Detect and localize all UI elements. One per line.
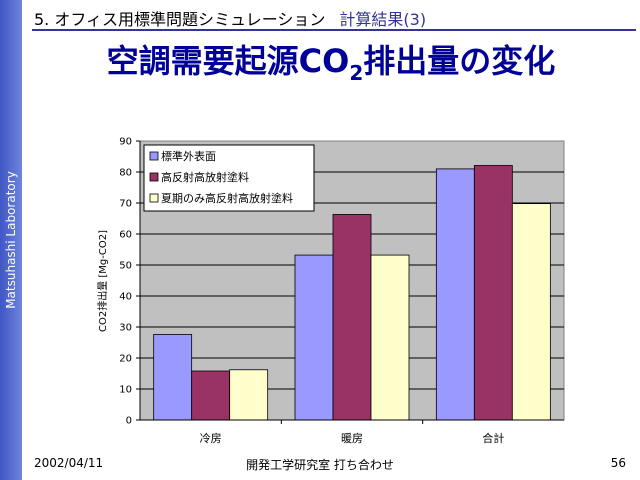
bar-1-2: [294, 254, 334, 421]
y-tick-label: 80: [119, 168, 132, 179]
y-tick-label: 20: [119, 354, 132, 365]
y-tick-label: 50: [119, 261, 132, 272]
legend-label: 高反射高放射塗料: [161, 170, 249, 184]
header-subtitle: 計算結果(3): [339, 10, 427, 29]
slide-title-main: 空調需要起源CO: [106, 42, 350, 80]
legend-swatch: [149, 172, 159, 182]
x-tick-label: 暖房: [341, 432, 363, 445]
bar-2-2: [332, 214, 372, 421]
legend-swatch: [149, 193, 159, 203]
footer-date: 2002/04/11: [34, 456, 104, 470]
legend-label: 夏期のみ高反射高放射塗料: [161, 191, 293, 205]
slide-title-rest: 排出量の変化: [363, 42, 556, 80]
header-divider: [32, 29, 636, 31]
slide-title: 空調需要起源CO2排出量の変化: [22, 36, 640, 85]
legend-swatch: [149, 151, 159, 161]
bar-3-3: [511, 203, 551, 421]
slide-header: 5. オフィス用標準問題シミュレーション 計算結果(3): [34, 6, 634, 29]
y-tick-label: 40: [119, 292, 132, 303]
bar-3-2: [370, 254, 410, 421]
y-tick-label: 90: [119, 137, 132, 148]
bar-1-3: [435, 168, 475, 421]
x-tick-label: 冷房: [200, 432, 222, 445]
footer-meeting-title: 開発工学研究室 打ち合わせ: [246, 458, 394, 472]
header-title: 5. オフィス用標準問題シミュレーション: [34, 10, 326, 29]
bar-2-3: [473, 165, 513, 421]
bar-2-1: [191, 370, 231, 421]
y-tick-label: 30: [119, 323, 132, 334]
y-tick-label: 60: [119, 230, 132, 241]
page-number: 56: [610, 456, 626, 470]
y-tick-label: 0: [126, 416, 132, 427]
slide-title-subscript: 2: [349, 61, 364, 85]
sidebar: Matsuhashi Laboratory: [0, 0, 22, 480]
x-tick-label: 合計: [482, 431, 504, 445]
legend-box: [143, 144, 315, 212]
y-tick-label: 70: [119, 199, 132, 210]
bar-3-1: [229, 369, 269, 421]
legend-label: 標準外表面: [161, 149, 216, 163]
bar-1-1: [153, 334, 193, 421]
y-tick-label: 10: [119, 385, 132, 396]
y-axis-label: CO2排出量 [Mg-CO2]: [96, 230, 109, 332]
